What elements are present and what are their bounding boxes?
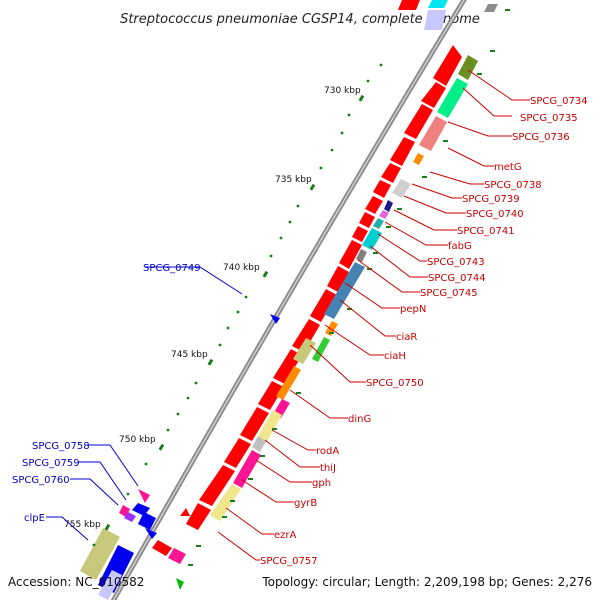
gene-label-metG: metG <box>494 162 522 173</box>
gene-label-SPCG_0759: SPCG_0759 <box>22 458 80 469</box>
gene-label-ciaR: ciaR <box>396 332 417 343</box>
left-gene-labels: SPCG_0749 SPCG_0758 SPCG_0759 SPCG_0760 … <box>12 263 201 524</box>
right-gene-labels: SPCG_0734 SPCG_0735 SPCG_0736 metG SPCG_… <box>260 96 588 567</box>
gene-clpE-feature <box>80 528 120 580</box>
gene-label-SPCG_0744: SPCG_0744 <box>428 273 486 284</box>
gene-label-SPCG_0760: SPCG_0760 <box>12 475 70 486</box>
tick-label-735: 735 kbp <box>275 175 312 185</box>
gene-SPCG_0740-feature <box>365 196 383 214</box>
gene-label-ciaH: ciaH <box>384 351 406 362</box>
gene-label-SPCG_0749: SPCG_0749 <box>143 263 201 274</box>
gene-label-SPCG_0758: SPCG_0758 <box>32 441 90 452</box>
map-title: Streptococcus pneumoniae CGSP14, complet… <box>120 12 480 27</box>
gene-label-ezrA: ezrA <box>274 530 297 541</box>
gene-label-thiJ: thiJ <box>320 463 336 474</box>
gene-SPCG_0758-feature <box>138 489 150 503</box>
gene-label-SPCG_0750: SPCG_0750 <box>366 378 424 389</box>
gene-label-gph: gph <box>312 478 331 489</box>
gene-label-SPCG_0736: SPCG_0736 <box>512 132 570 143</box>
gene-thiJ-feature <box>186 503 211 530</box>
gene-label-SPCG_0738: SPCG_0738 <box>484 180 542 191</box>
gene-label-dinG: dinG <box>348 414 371 425</box>
gene-label-SPCG_0743: SPCG_0743 <box>427 257 485 268</box>
gene-SPCG_0749-feature <box>270 314 280 324</box>
gene-SPCG_0736-feature <box>404 104 433 139</box>
gene-metG-feature <box>390 137 415 166</box>
tick-label-740: 740 kbp <box>223 263 260 273</box>
reverse-strand-genes <box>80 314 280 600</box>
top-features <box>398 0 498 30</box>
gene-label-SPCG_0735: SPCG_0735 <box>520 113 578 124</box>
right-leader-lines <box>217 69 530 561</box>
genome-backbone <box>110 0 467 600</box>
gene-SPCG_0735-feature <box>421 82 446 108</box>
gene-label-clpE: clpE <box>24 513 45 524</box>
tick-label-750: 750 kbp <box>119 435 156 445</box>
forward-strand-genes <box>152 45 462 556</box>
accession-text: Accession: NC_010582 <box>8 575 144 589</box>
gene-label-gyrB: gyrB <box>294 498 317 509</box>
gene-fabG-feature <box>352 226 368 242</box>
gene-pepN-feature <box>292 319 320 352</box>
gene-rodA-feature <box>199 465 235 506</box>
gene-SPCG_0760-feature <box>138 512 156 530</box>
gene-SPCG_0750-feature <box>240 407 269 441</box>
gene-ciaH-feature <box>258 381 284 410</box>
gene-label-SPCG_0734: SPCG_0734 <box>530 96 588 107</box>
left-leader-lines <box>46 266 243 541</box>
feature-track <box>168 55 478 564</box>
gene-SPCG_0741-feature <box>359 212 375 228</box>
minor-ticks-inner <box>92 63 383 547</box>
tick-labels: 730 kbp 735 kbp 740 kbp 745 kbp 750 kbp … <box>64 86 361 530</box>
gene-label-rodA: rodA <box>316 446 339 457</box>
gene-label-SPCG_0740: SPCG_0740 <box>466 209 524 220</box>
gene-label-SPCG_0745: SPCG_0745 <box>420 288 478 299</box>
gene-SPCG_0743-feature <box>339 240 362 269</box>
minor-ticks-outer <box>188 9 510 566</box>
gene-SPCG_0739-feature <box>373 180 391 198</box>
gene-SPCG_0744-feature <box>327 266 349 292</box>
gene-label-fabG: fabG <box>448 241 472 252</box>
tick-label-745: 745 kbp <box>171 350 208 360</box>
gene-dinG-feature <box>224 438 251 468</box>
gene-label-SPCG_0757: SPCG_0757 <box>260 556 318 567</box>
genome-summary-text: Topology: circular; Length: 2,209,198 bp… <box>261 575 592 589</box>
gene-label-SPCG_0741: SPCG_0741 <box>457 226 515 237</box>
tick-label-755: 755 kbp <box>64 520 101 530</box>
gene-SPCG_0734-feature <box>433 45 462 86</box>
gene-label-pepN: pepN <box>400 304 426 315</box>
gene-SPCG_0745-feature <box>310 289 337 322</box>
gene-label-SPCG_0739: SPCG_0739 <box>462 194 520 205</box>
tick-marks <box>104 94 365 531</box>
gene-SPCG_0738-feature <box>381 163 401 183</box>
tick-label-730: 730 kbp <box>324 86 361 96</box>
